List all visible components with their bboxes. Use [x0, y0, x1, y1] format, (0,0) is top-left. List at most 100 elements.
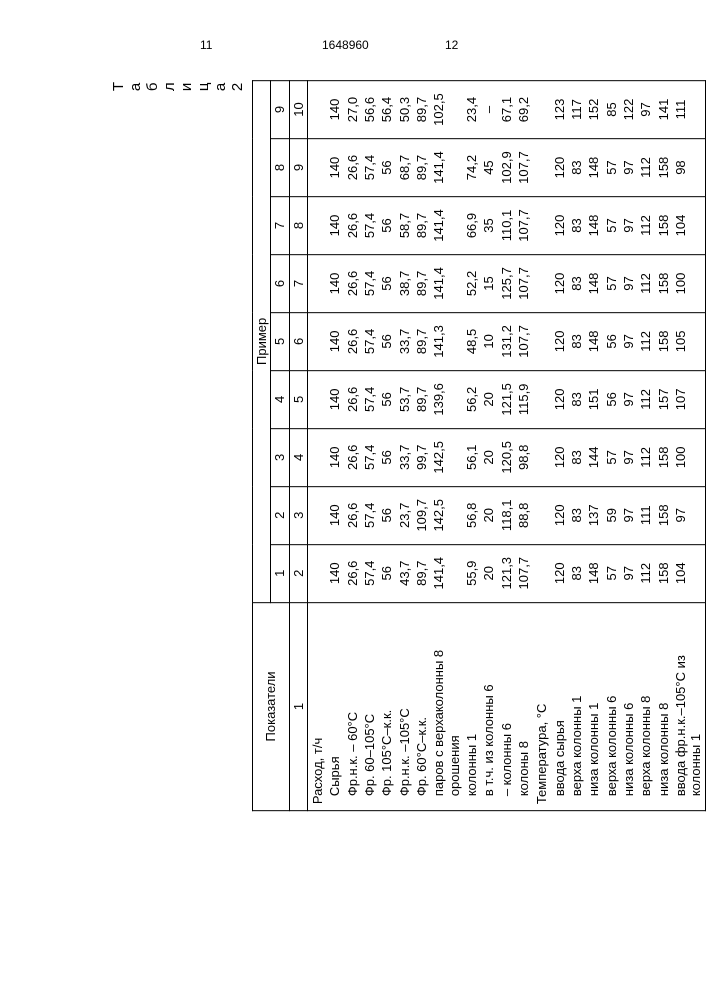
cell: 23,4 — [463, 81, 480, 139]
cell: 158 — [655, 486, 672, 544]
cell: 57 — [603, 254, 620, 312]
cell: 97 — [672, 486, 705, 544]
cell: 69,2 — [515, 81, 532, 139]
cell: 158 — [655, 197, 672, 255]
cell: 35 — [480, 197, 497, 255]
cell: 97 — [620, 544, 637, 602]
cell: 57,4 — [361, 312, 378, 370]
cell — [532, 139, 550, 197]
header-colnum-7: 7 — [289, 254, 307, 312]
cell: 137 — [585, 486, 602, 544]
cell: 89,7 — [413, 312, 430, 370]
cell: 83 — [568, 139, 585, 197]
cell: 67,1 — [498, 81, 515, 139]
cell: 26,6 — [344, 312, 361, 370]
cell: 112 — [637, 197, 654, 255]
cell: 120 — [551, 254, 568, 312]
cell: 120,5 — [498, 428, 515, 486]
table-row: низа колонны 69797979797979797122 — [620, 81, 637, 811]
cell: 140 — [326, 81, 343, 139]
cell: 66,9 — [463, 197, 480, 255]
row-label: Температура, °С — [532, 602, 550, 810]
row-label: Фр.н.к. –105°С — [396, 602, 413, 810]
header-example-3: 3 — [271, 428, 289, 486]
cell: 120 — [551, 139, 568, 197]
cell: 97 — [620, 428, 637, 486]
cell: 109,7 — [413, 486, 430, 544]
header-example-2: 2 — [271, 486, 289, 544]
cell: 83 — [568, 428, 585, 486]
cell: 89,7 — [413, 370, 430, 428]
cell: 104 — [672, 197, 705, 255]
row-label: верха колонны 6 — [603, 602, 620, 810]
cell: 102,9 — [498, 139, 515, 197]
cell: 121,5 — [498, 370, 515, 428]
cell: 26,6 — [344, 139, 361, 197]
cell: 112 — [637, 139, 654, 197]
cell: 140 — [326, 428, 343, 486]
cell: 57,4 — [361, 486, 378, 544]
cell: 56 — [378, 197, 395, 255]
cell: 120 — [551, 544, 568, 602]
cell: 26,6 — [344, 370, 361, 428]
cell — [307, 81, 326, 139]
cell — [532, 370, 550, 428]
cell: 57 — [603, 197, 620, 255]
header-example-5: 5 — [271, 312, 289, 370]
cell: 157 — [655, 370, 672, 428]
cell: 112 — [637, 370, 654, 428]
cell: 125,7 — [498, 254, 515, 312]
cell: 52,2 — [463, 254, 480, 312]
cell: 97 — [620, 254, 637, 312]
cell — [307, 544, 326, 602]
cell: 89,7 — [413, 81, 430, 139]
cell: 123 — [551, 81, 568, 139]
cell: 57 — [603, 139, 620, 197]
table-row: Температура, °С — [532, 81, 550, 811]
cell — [307, 197, 326, 255]
document-number: 1648960 — [322, 38, 369, 52]
cell: 89,7 — [413, 254, 430, 312]
row-label: – колонны 6 — [498, 602, 515, 810]
cell — [307, 312, 326, 370]
cell: 97 — [637, 81, 654, 139]
row-label: ввода сырья — [551, 602, 568, 810]
cell: 158 — [655, 254, 672, 312]
cell: 139,6 — [430, 370, 463, 428]
cell: 144 — [585, 428, 602, 486]
row-label: Фр. 60°С–к.к. — [413, 602, 430, 810]
cell: 120 — [551, 312, 568, 370]
row-label: Расход, т/ч — [307, 602, 326, 810]
cell: 57,4 — [361, 428, 378, 486]
cell: 89,7 — [413, 544, 430, 602]
cell: 26,6 — [344, 254, 361, 312]
header-example-4: 4 — [271, 370, 289, 428]
cell: 107,7 — [515, 139, 532, 197]
cell: 152 — [585, 81, 602, 139]
cell: 56,2 — [463, 370, 480, 428]
page-number-left: 11 — [200, 38, 212, 52]
cell: 131,2 — [498, 312, 515, 370]
row-label: верха колонны 1 — [568, 602, 585, 810]
cell: 83 — [568, 254, 585, 312]
cell: 58,7 — [396, 197, 413, 255]
cell: 56 — [378, 312, 395, 370]
cell: 97 — [620, 370, 637, 428]
cell: 20 — [480, 428, 497, 486]
cell: 56,6 — [361, 81, 378, 139]
row-label: в т.ч. из колонны 6 — [480, 602, 497, 810]
cell: 142,5 — [430, 428, 463, 486]
cell: 45 — [480, 139, 497, 197]
cell: 120 — [551, 370, 568, 428]
cell: 56 — [378, 486, 395, 544]
cell: 140 — [326, 197, 343, 255]
cell: 89,7 — [413, 197, 430, 255]
table-row: верха колонны 6575957565657575785 — [603, 81, 620, 811]
header-example-1: 1 — [271, 544, 289, 602]
cell: 98 — [672, 139, 705, 197]
cell: 56 — [603, 370, 620, 428]
cell: 56 — [378, 428, 395, 486]
cell: 57,4 — [361, 139, 378, 197]
cell: 100 — [672, 254, 705, 312]
row-label: верха колонны 8 — [637, 602, 654, 810]
